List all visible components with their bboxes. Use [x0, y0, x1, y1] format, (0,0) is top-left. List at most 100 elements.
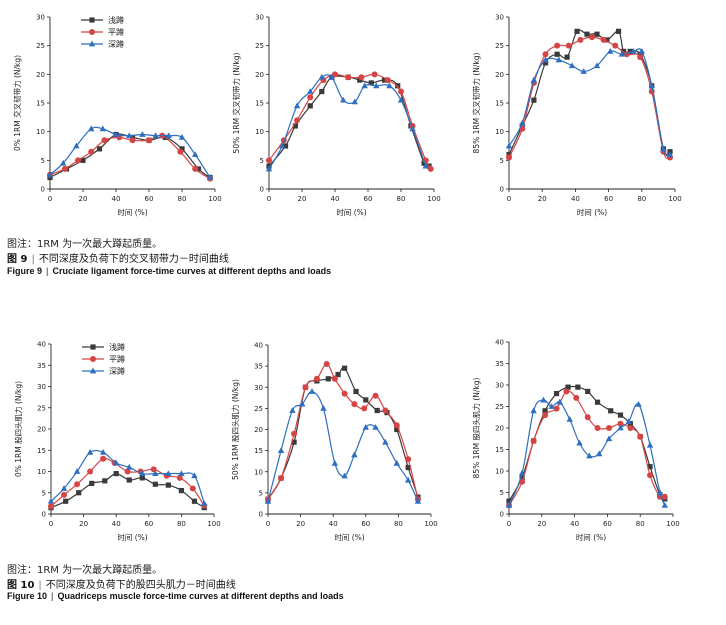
data-point	[373, 82, 380, 89]
y-tick-label: 15	[255, 100, 264, 108]
x-tick-label: 40	[571, 195, 580, 203]
y-axis-label: 50% 1RM 交叉韧带力 (N/kg)	[231, 52, 241, 153]
data-point	[615, 28, 622, 34]
data-point	[88, 125, 95, 132]
y-tick-label: 10	[495, 128, 504, 136]
data-point	[542, 51, 549, 58]
x-tick-label: 20	[538, 195, 547, 203]
data-point	[386, 82, 393, 89]
data-point	[661, 493, 668, 500]
data-point	[398, 88, 404, 95]
data-point	[165, 482, 171, 488]
x-tick-label: 80	[177, 520, 186, 528]
data-point	[177, 148, 184, 155]
data-point	[294, 117, 301, 124]
series-line	[268, 73, 432, 170]
data-point	[73, 468, 81, 474]
data-point	[594, 425, 601, 431]
data-point	[139, 131, 146, 137]
figure10-note: 图注：1RM 为一次最大蹲起质量。	[7, 565, 163, 576]
data-point	[87, 468, 94, 475]
data-point	[112, 131, 120, 137]
data-point	[584, 31, 590, 37]
y-tick-label: 20	[36, 71, 45, 79]
data-point	[291, 430, 298, 437]
data-point	[612, 42, 619, 49]
data-point	[568, 62, 576, 69]
y-tick-label: 30	[36, 14, 45, 22]
data-point	[48, 503, 54, 510]
figure9-title-cn-text: 不同深度及负荷下的交叉韧带力－时间曲线	[38, 254, 229, 265]
data-point	[192, 151, 199, 157]
data-point	[265, 165, 273, 172]
y-axis-label: 85% 1RM 股四头肌力 (N/kg)	[471, 377, 481, 478]
data-point	[101, 137, 108, 144]
data-point	[506, 154, 512, 161]
data-point	[518, 469, 526, 476]
data-point	[519, 478, 526, 485]
data-point	[589, 34, 595, 41]
x-tick-label: 40	[570, 520, 579, 528]
x-axis-label: 时间 (%)	[576, 532, 606, 542]
data-point	[178, 134, 186, 140]
chart-4: 0 5 10 15 20 25 30 35 40 0 20 40 60 80 100 时间 (%) 0% 1RM…	[13, 341, 221, 543]
legend-marker	[89, 367, 97, 374]
data-point	[126, 132, 133, 139]
chart-1: 0 5 10 15 20 25 30 0 20 40 60 80 100 时间 (%) 0% 1RM 交叉韧…	[12, 14, 222, 218]
y-tick-label: 5	[41, 157, 45, 165]
data-point	[368, 80, 374, 86]
legend-label: 平蹲	[108, 27, 124, 37]
x-tick-label: 60	[145, 195, 154, 203]
data-point	[80, 157, 86, 163]
data-point	[422, 162, 429, 169]
data-point	[307, 103, 313, 109]
x-tick-label: 40	[112, 195, 121, 203]
data-point	[328, 73, 335, 80]
data-point	[372, 423, 379, 430]
data-point	[76, 490, 82, 496]
y-tick-label: 10	[495, 468, 504, 476]
data-point	[189, 485, 196, 492]
data-point	[362, 423, 369, 430]
x-tick-label: 60	[603, 520, 612, 528]
data-point	[266, 157, 272, 164]
data-point	[575, 384, 581, 390]
data-point	[505, 502, 513, 508]
data-point	[564, 54, 570, 60]
data-point	[178, 488, 184, 494]
data-point	[394, 426, 400, 433]
data-point	[102, 478, 108, 484]
x-tick-label: 100	[668, 195, 681, 203]
figure9-title-en: Figure 9 | Cruciate ligament force-time cu…	[7, 266, 331, 276]
data-point	[152, 470, 159, 477]
data-point	[331, 375, 338, 382]
x-tick-label: 100	[424, 520, 437, 528]
figure10-separator: |	[38, 580, 42, 591]
y-axis-label: 0% 1RM 股四头肌力 (N/kg)	[13, 381, 23, 477]
data-point	[178, 470, 185, 477]
data-point	[540, 396, 547, 403]
data-point	[152, 132, 159, 139]
figure10-number-en: Figure 10	[7, 591, 48, 601]
y-tick-label: 40	[37, 341, 46, 349]
data-point	[625, 418, 632, 424]
data-point	[191, 472, 198, 479]
y-axis-label: 0% 1RM 交叉韧带力 (N/kg)	[12, 55, 22, 151]
y-tick-label: 15	[36, 100, 45, 108]
figure10-separator-en: |	[51, 591, 54, 601]
x-tick-label: 80	[636, 520, 645, 528]
data-point	[519, 119, 526, 126]
data-point	[73, 142, 80, 149]
x-tick-label: 40	[329, 520, 338, 528]
y-tick-label: 5	[500, 157, 504, 165]
data-point	[342, 365, 348, 371]
data-point	[307, 88, 314, 94]
data-point	[353, 388, 359, 395]
x-tick-label: 100	[666, 520, 679, 528]
x-axis-label: 时间 (%)	[334, 532, 364, 542]
data-point	[404, 476, 412, 483]
x-tick-label: 0	[507, 195, 511, 203]
figure9-title-en-text: Cruciate ligament force-time curves at d…	[52, 266, 332, 276]
y-tick-label: 15	[495, 446, 504, 454]
data-point	[201, 499, 208, 506]
